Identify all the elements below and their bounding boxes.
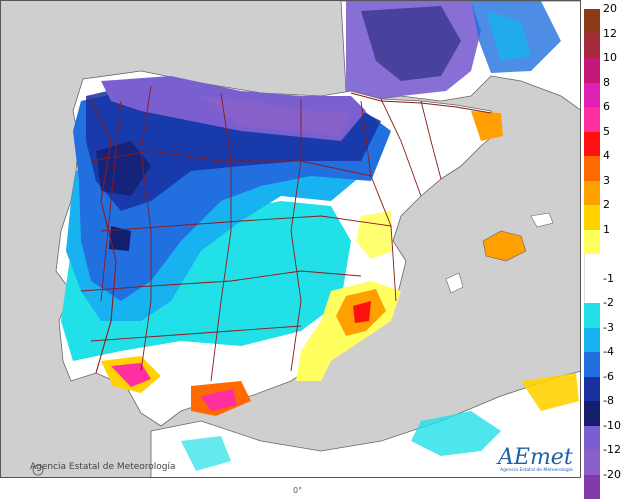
legend-swatch	[584, 376, 600, 401]
legend-label: -3	[603, 320, 614, 334]
france-east-cool	[486, 11, 531, 61]
legend-label: 10	[603, 51, 617, 64]
attribution-text: Agencia Estatal de Meteorología	[30, 462, 176, 472]
aemet-logo: AEmet Agencia Estatal de Meteorología	[496, 445, 573, 473]
anomaly-minus10	[201, 96, 351, 136]
africa-plus2	[521, 373, 579, 411]
legend-swatch	[584, 107, 600, 132]
legend-swatch	[584, 205, 600, 230]
anomaly-plus5-southeast	[353, 301, 371, 323]
anomaly-map	[0, 0, 581, 478]
map-canvas	[1, 1, 580, 477]
legend-swatch	[584, 450, 600, 475]
anomaly-minus8-spot	[109, 226, 131, 251]
legend-swatch	[584, 303, 600, 328]
legend-swatch	[584, 82, 600, 107]
legend-label: 2	[603, 198, 610, 211]
legend-label: -8	[603, 394, 614, 407]
legend-swatch	[584, 156, 600, 181]
legend-swatch	[584, 254, 601, 279]
africa-minus2-west	[181, 436, 231, 471]
legend-label: 4	[603, 149, 610, 162]
legend-swatch	[584, 474, 600, 499]
balearic-menorca	[530, 212, 554, 228]
legend-swatch	[584, 229, 600, 254]
legend-swatch	[584, 401, 600, 426]
legend-label: 6	[603, 100, 610, 113]
balearic-ibiza	[445, 272, 464, 294]
anomaly-plus3-northeast	[471, 111, 503, 141]
legend-label: -6	[603, 369, 614, 383]
legend-swatch	[584, 131, 600, 156]
legend-label: -1	[603, 271, 614, 285]
legend-label: -10	[603, 418, 621, 432]
legend-label: 8	[603, 75, 610, 89]
portugal-border	[88, 95, 117, 374]
legend-swatch	[584, 352, 600, 377]
france-cold-core	[361, 6, 461, 81]
pyrenees-border	[350, 92, 492, 114]
aemet-logo-subtitle: Agencia Estatal de Meteorología	[500, 466, 573, 473]
legend-swatch	[584, 425, 600, 450]
color-legend: 20 12 10 8 6 5 4 3 2 1 -1 -2 -3 -4 -6 -8 -10 -12 -20	[584, 3, 630, 499]
balearic-mallorca	[482, 230, 527, 262]
legend-label: 20	[603, 2, 617, 15]
legend-swatch	[584, 278, 601, 303]
legend-label: -20	[603, 467, 621, 481]
legend-label: -4	[603, 345, 614, 358]
legend-swatch	[584, 327, 600, 352]
meridian-label: 0°	[293, 486, 303, 495]
province-borders	[80, 85, 442, 382]
anomaly-plus1-east	[356, 211, 393, 259]
legend-swatch	[584, 33, 600, 58]
legend-swatch	[584, 180, 600, 205]
anomaly-plus6-south	[201, 389, 237, 411]
legend-label: 12	[603, 26, 617, 40]
copyright-icon	[32, 464, 44, 476]
aemet-logo-text: AEmet	[496, 445, 573, 470]
legend-swatch	[584, 58, 600, 83]
legend-label: -12	[603, 443, 621, 456]
legend-label: 5	[603, 124, 610, 138]
legend-swatch	[584, 9, 600, 34]
legend-label: 3	[603, 173, 610, 187]
africa-minus2	[411, 411, 501, 456]
legend-label: -2	[603, 296, 614, 309]
anomaly-minus8-west	[96, 141, 151, 196]
legend-label: 1	[603, 222, 610, 236]
